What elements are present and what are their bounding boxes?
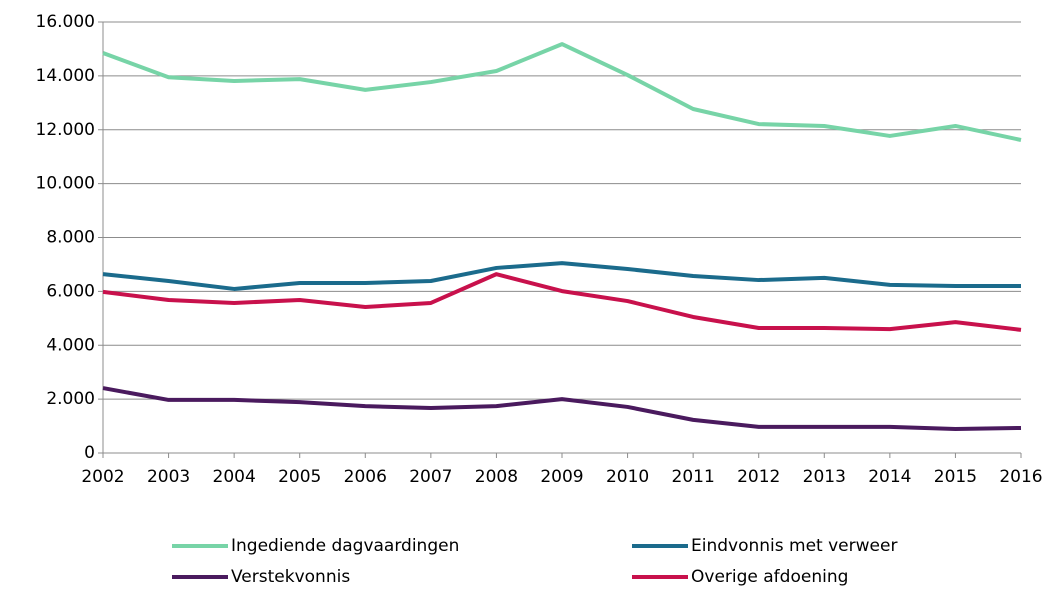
x-tick-label: 2015 [934, 467, 977, 487]
y-tick-label: 0 [84, 443, 95, 463]
x-tick-label: 2010 [606, 467, 649, 487]
x-tick-label: 2016 [999, 467, 1042, 487]
x-tick-label: 2011 [672, 467, 715, 487]
x-tick-label: 2013 [803, 467, 846, 487]
x-tick-label: 2014 [868, 467, 911, 487]
y-tick-label: 12.000 [36, 120, 95, 140]
x-tick-label: 2002 [81, 467, 124, 487]
x-tick-label: 2005 [278, 467, 321, 487]
series-line [102, 42, 1022, 142]
x-tick-label: 2008 [475, 467, 518, 487]
x-tick-label: 2007 [409, 467, 452, 487]
series-line [102, 386, 1022, 432]
legend-label: Verstekvonnis [231, 567, 350, 587]
series-line [102, 272, 1022, 332]
y-tick-label: 8.000 [46, 228, 95, 248]
series-line [102, 261, 1021, 291]
y-tick-label: 16.000 [36, 12, 95, 32]
x-tick-label: 2004 [213, 467, 256, 487]
legend-label: Eindvonnis met verweer [691, 536, 897, 556]
x-tick-label: 2006 [344, 467, 387, 487]
x-tick-label: 2009 [540, 467, 583, 487]
y-tick-label: 10.000 [36, 174, 95, 194]
y-tick-label: 14.000 [36, 66, 95, 86]
legend-label: Overige afdoening [691, 567, 848, 587]
legend-label: Ingediende dagvaardingen [231, 536, 459, 556]
y-tick-label: 2.000 [46, 389, 95, 409]
x-tick-label: 2012 [737, 467, 780, 487]
x-tick-label: 2003 [147, 467, 190, 487]
y-tick-label: 6.000 [46, 281, 95, 301]
y-tick-label: 4.000 [46, 335, 95, 355]
